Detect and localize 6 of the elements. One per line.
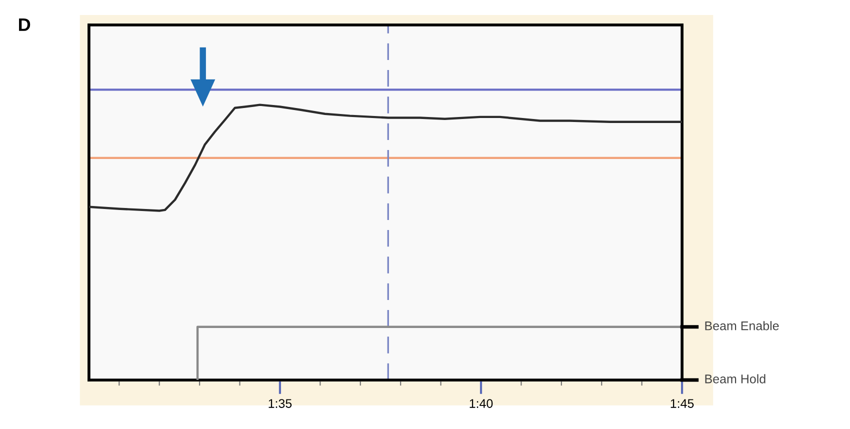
text: Beam Enable (705, 321, 779, 330)
text: Beam Hold (705, 374, 766, 384)
x-tick-label: 1:45 (670, 399, 694, 408)
x-tick-label: 1:35 (268, 399, 292, 408)
x-tick-label: 1:40 (470, 399, 493, 408)
chart-title: D (19, 18, 30, 31)
